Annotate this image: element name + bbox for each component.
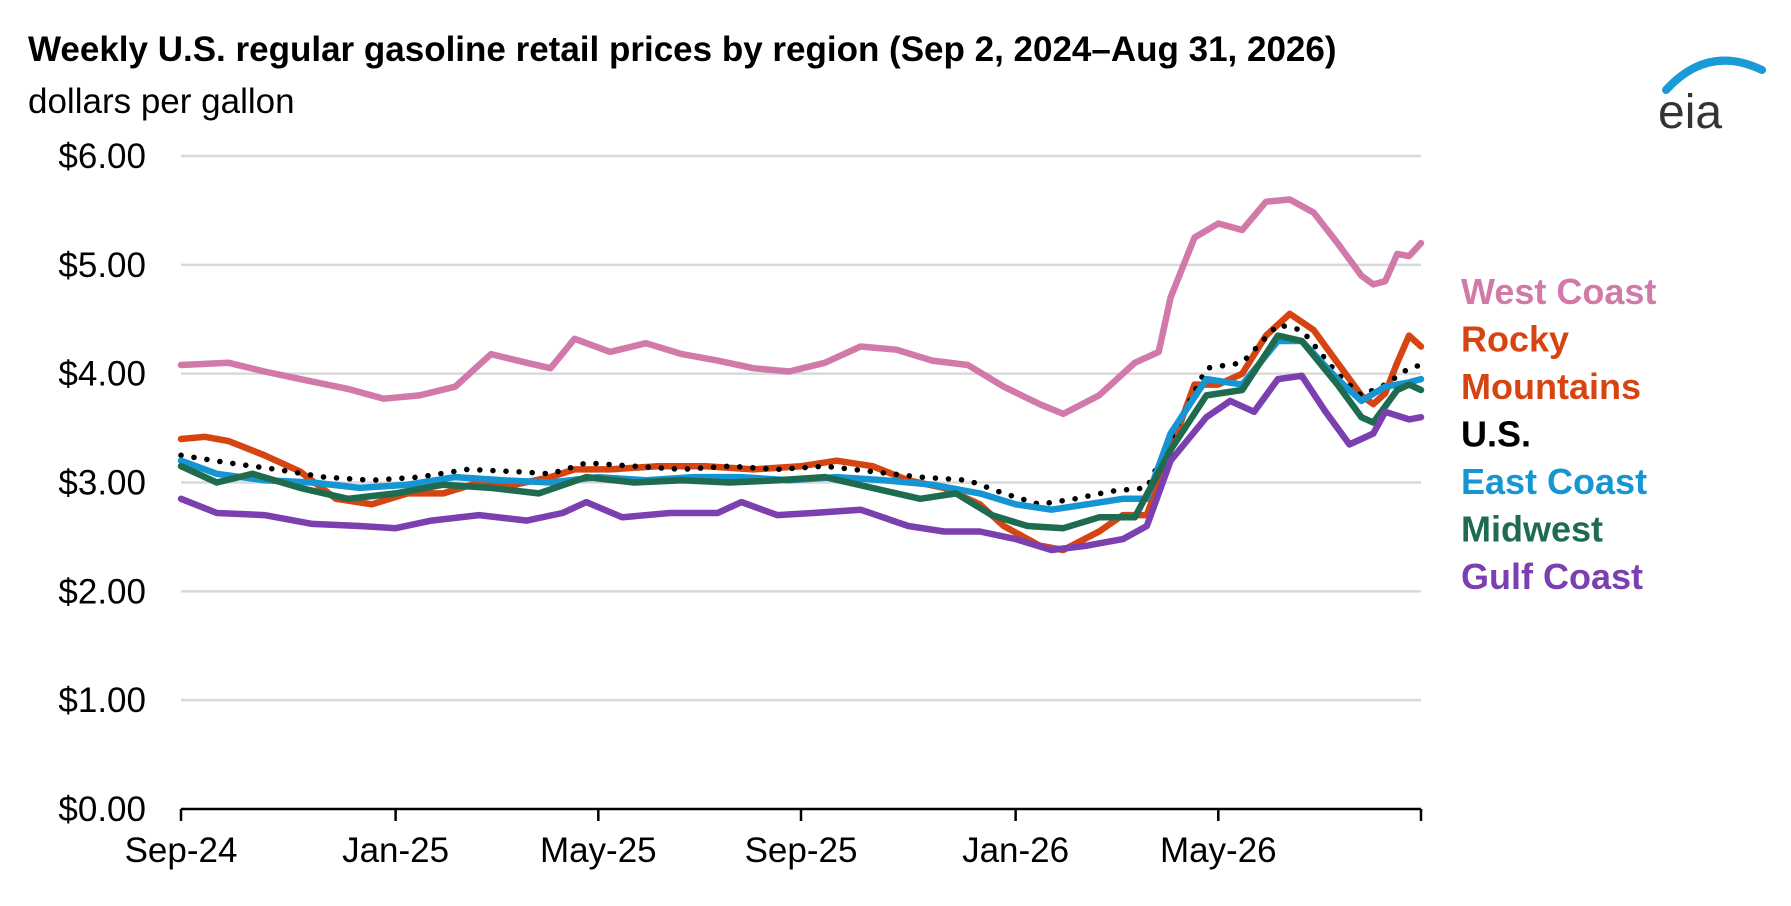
series-line-west-coast bbox=[177, 196, 1425, 418]
series-line-midwest bbox=[177, 332, 1425, 532]
x-tick-label: Sep-25 bbox=[745, 831, 858, 870]
logo-arc-icon bbox=[1662, 56, 1766, 94]
x-tick-label: May-26 bbox=[1160, 831, 1277, 870]
y-tick-label: $1.00 bbox=[58, 681, 146, 720]
y-tick-label: $0.00 bbox=[58, 790, 146, 829]
series-lines bbox=[177, 196, 1425, 554]
legend-label: U.S. bbox=[1461, 414, 1531, 455]
logo-text: eia bbox=[1658, 86, 1722, 138]
series-line-u-s bbox=[178, 321, 1424, 508]
legend-label: Gulf Coast bbox=[1461, 556, 1643, 597]
legend-label: Rocky bbox=[1461, 319, 1569, 360]
y-tick-label: $4.00 bbox=[58, 355, 146, 394]
y-tick-label: $6.00 bbox=[58, 137, 146, 176]
legend-label: East Coast bbox=[1461, 461, 1647, 502]
y-tick-label: $5.00 bbox=[58, 246, 146, 285]
legend-label: West Coast bbox=[1461, 271, 1656, 312]
chart-subtitle: dollars per gallon bbox=[28, 82, 295, 121]
eia-logo: eia bbox=[1658, 56, 1766, 138]
chart-title: Weekly U.S. regular gasoline retail pric… bbox=[28, 30, 1337, 69]
x-tick-label: Jan-25 bbox=[342, 831, 449, 870]
series-line-gulf-coast bbox=[177, 372, 1425, 554]
x-tick-label: May-25 bbox=[540, 831, 657, 870]
y-tick-label: $3.00 bbox=[58, 464, 146, 503]
legend-label: Midwest bbox=[1461, 509, 1603, 550]
legend: West Coast Rocky Mountains U.S. East Coast Mi… bbox=[1461, 271, 1656, 597]
y-tick-label: $2.00 bbox=[58, 572, 146, 611]
x-axis: Sep-24 Jan-25 May-25 Sep-25 Jan-26 May-26 bbox=[125, 807, 1423, 870]
gridlines bbox=[181, 154, 1421, 702]
x-tick-label: Sep-24 bbox=[125, 831, 238, 870]
legend-label: Mountains bbox=[1461, 366, 1641, 407]
y-axis-ticks: $0.00 $1.00 $2.00 $3.00 $4.00 $5.00 $6.00 bbox=[58, 137, 146, 829]
x-tick-label: Jan-26 bbox=[962, 831, 1069, 870]
